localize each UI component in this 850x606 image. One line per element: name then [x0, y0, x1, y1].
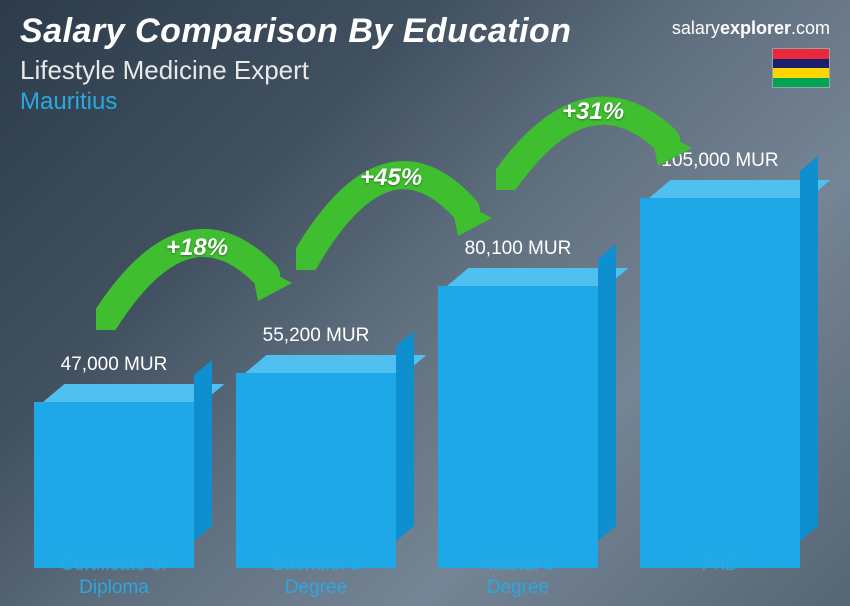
bar-chart: 47,000 MUR 55,200 MUR 80,100 MUR 105,000…	[34, 130, 800, 550]
bar-value-label: 105,000 MUR	[661, 150, 778, 172]
flag-stripe	[773, 78, 829, 88]
bar	[236, 355, 396, 550]
bar	[640, 180, 800, 550]
bar-front-face	[640, 198, 800, 568]
bar	[438, 268, 598, 550]
brand-part2: explorer	[720, 18, 791, 38]
bars-container: 47,000 MUR 55,200 MUR 80,100 MUR 105,000…	[34, 130, 800, 550]
brand-logo: salaryexplorer.com	[672, 18, 830, 39]
bar-front-face	[438, 286, 598, 568]
bar-group: 55,200 MUR	[236, 325, 396, 550]
bar-value-label: 47,000 MUR	[61, 354, 168, 376]
bar-group: 80,100 MUR	[438, 238, 598, 550]
bar-group: 47,000 MUR	[34, 354, 194, 550]
x-axis-labels: Certificate orDiploma Bachelor'sDegree Mas…	[34, 554, 800, 600]
flag-stripe	[773, 49, 829, 59]
x-axis-label: PhD	[640, 554, 800, 600]
flag-stripe	[773, 68, 829, 78]
bar-front-face	[236, 373, 396, 568]
bar-side-face	[396, 331, 414, 541]
bar-side-face	[800, 156, 818, 541]
increase-percentage: +45%	[360, 164, 422, 192]
country-flag-icon	[772, 48, 830, 88]
x-axis-label: Certificate orDiploma	[34, 554, 194, 600]
x-axis-label: Bachelor'sDegree	[236, 554, 396, 600]
x-axis-label: Master'sDegree	[438, 554, 598, 600]
chart-country: Mauritius	[20, 88, 830, 116]
flag-stripe	[773, 59, 829, 69]
increase-percentage: +31%	[562, 98, 624, 126]
bar-side-face	[194, 360, 212, 541]
bar-value-label: 80,100 MUR	[465, 238, 572, 260]
chart-subtitle: Lifestyle Medicine Expert	[20, 55, 830, 86]
bar-front-face	[34, 402, 194, 568]
bar-group: 105,000 MUR	[640, 150, 800, 550]
brand-part3: .com	[791, 18, 830, 38]
bar-value-label: 55,200 MUR	[263, 325, 370, 347]
increase-percentage: +18%	[166, 234, 228, 262]
bar	[34, 384, 194, 550]
bar-side-face	[598, 244, 616, 541]
brand-part1: salary	[672, 18, 720, 38]
